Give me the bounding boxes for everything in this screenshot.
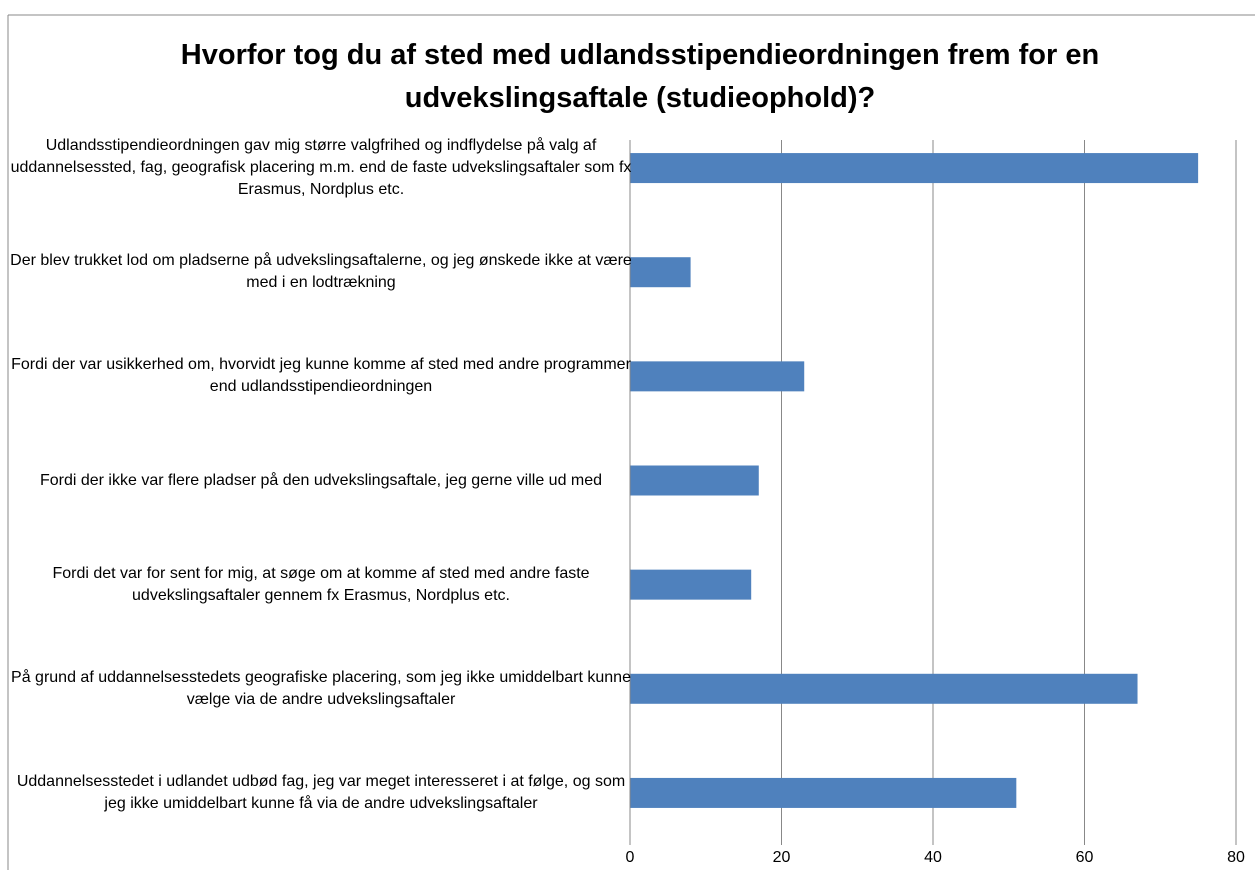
- bar: [630, 257, 691, 288]
- bar: [630, 673, 1138, 704]
- x-tick-label: 80: [1227, 849, 1245, 866]
- y-tick-label: Der blev trukket lod om pladserne på udv…: [10, 252, 632, 292]
- y-tick-label: Udlandsstipendieordningen gav mig større…: [10, 137, 632, 199]
- bar: [630, 361, 805, 392]
- bar: [630, 569, 752, 600]
- x-tick-label: 20: [773, 849, 791, 866]
- bar: [630, 465, 759, 496]
- chart-title: Hvorfor tog du af sted med udlandsstipen…: [180, 39, 1100, 114]
- y-tick-label: Fordi der var usikkerhed om, hvorvidt je…: [11, 356, 631, 396]
- x-tick-label: 40: [924, 849, 942, 866]
- bar: [630, 153, 1199, 184]
- y-tick-label: Fordi der ikke var flere pladser på den …: [39, 471, 603, 489]
- y-tick-label: Fordi det var for sent for mig, at søge …: [52, 564, 590, 604]
- y-tick-label: På grund af uddannelsesstedets geografis…: [11, 668, 631, 708]
- x-tick-label: 60: [1076, 849, 1094, 866]
- bar: [630, 777, 1017, 808]
- x-tick-label: 0: [626, 849, 635, 866]
- y-tick-label: Uddannelsesstedet i udlandet udbød fag, …: [16, 772, 626, 812]
